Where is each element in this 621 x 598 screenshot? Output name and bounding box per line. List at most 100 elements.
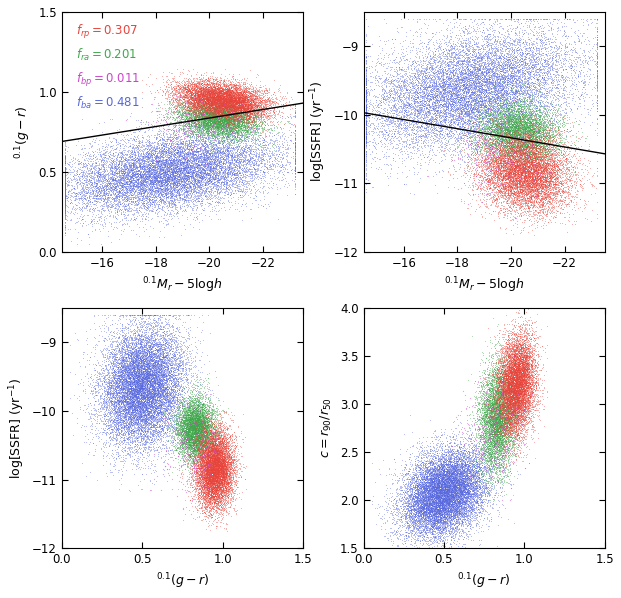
Point <box>524 376 533 385</box>
Point <box>530 50 540 60</box>
Point <box>453 476 463 486</box>
Point <box>60 174 70 184</box>
Point <box>194 172 204 181</box>
Point <box>509 59 519 69</box>
Point <box>443 100 453 110</box>
Point <box>432 508 442 517</box>
Point <box>512 75 522 84</box>
Point <box>589 83 599 92</box>
Point <box>504 143 514 152</box>
Point <box>410 480 420 490</box>
Point <box>252 148 261 158</box>
Point <box>427 77 437 86</box>
Point <box>191 456 201 465</box>
Point <box>520 370 530 379</box>
Point <box>512 48 522 58</box>
Point <box>551 72 561 81</box>
Point <box>223 93 233 103</box>
Point <box>157 423 167 433</box>
Point <box>146 392 156 401</box>
Point <box>200 118 210 128</box>
Point <box>497 190 507 199</box>
Point <box>220 472 230 482</box>
Point <box>555 170 565 180</box>
Point <box>430 498 440 507</box>
Point <box>138 408 148 417</box>
Point <box>140 147 150 157</box>
Point <box>433 111 443 120</box>
Point <box>115 396 125 406</box>
Point <box>551 182 561 192</box>
Point <box>212 449 222 459</box>
Point <box>194 453 204 462</box>
Point <box>238 120 248 130</box>
Point <box>178 364 188 373</box>
Point <box>432 502 442 512</box>
Point <box>524 144 534 154</box>
Point <box>200 103 210 112</box>
Point <box>406 90 416 100</box>
Point <box>502 371 512 380</box>
Point <box>526 199 536 209</box>
Point <box>432 106 442 116</box>
Point <box>194 94 204 104</box>
Point <box>233 94 243 104</box>
Point <box>88 188 97 197</box>
Point <box>522 142 532 152</box>
Point <box>473 100 483 109</box>
Point <box>72 239 82 249</box>
Point <box>193 439 203 448</box>
Point <box>415 495 425 505</box>
Point <box>179 413 189 423</box>
Point <box>148 416 158 425</box>
Point <box>233 107 243 117</box>
Point <box>508 146 518 155</box>
Point <box>501 413 510 423</box>
Point <box>496 75 505 85</box>
Point <box>219 91 229 101</box>
Point <box>217 454 227 464</box>
Point <box>159 408 169 418</box>
Point <box>120 361 130 370</box>
Point <box>556 190 566 200</box>
Point <box>499 171 509 181</box>
Point <box>261 106 271 116</box>
Point <box>545 98 555 108</box>
Point <box>537 149 546 158</box>
Point <box>184 157 194 166</box>
Point <box>367 148 377 157</box>
Point <box>485 410 495 420</box>
Point <box>225 477 235 486</box>
Point <box>184 437 194 446</box>
Point <box>525 101 535 111</box>
Point <box>192 494 202 504</box>
Point <box>101 421 111 431</box>
Point <box>181 167 191 177</box>
Point <box>535 172 545 181</box>
Point <box>434 498 444 507</box>
Point <box>444 81 454 91</box>
Point <box>177 175 187 184</box>
Point <box>235 155 245 165</box>
Point <box>458 451 468 460</box>
Point <box>252 109 261 119</box>
Point <box>484 432 494 442</box>
Point <box>451 135 461 145</box>
Point <box>427 501 437 511</box>
Point <box>186 90 196 100</box>
Point <box>435 67 445 77</box>
Point <box>111 396 121 406</box>
Point <box>495 416 505 425</box>
Point <box>543 167 553 176</box>
Point <box>121 365 131 374</box>
Point <box>515 74 525 83</box>
Point <box>240 111 250 120</box>
Point <box>512 377 522 387</box>
Point <box>247 127 256 136</box>
Point <box>196 105 206 114</box>
Point <box>447 495 457 504</box>
Point <box>522 112 532 121</box>
Point <box>81 190 91 199</box>
Point <box>509 381 519 390</box>
Point <box>128 173 138 182</box>
